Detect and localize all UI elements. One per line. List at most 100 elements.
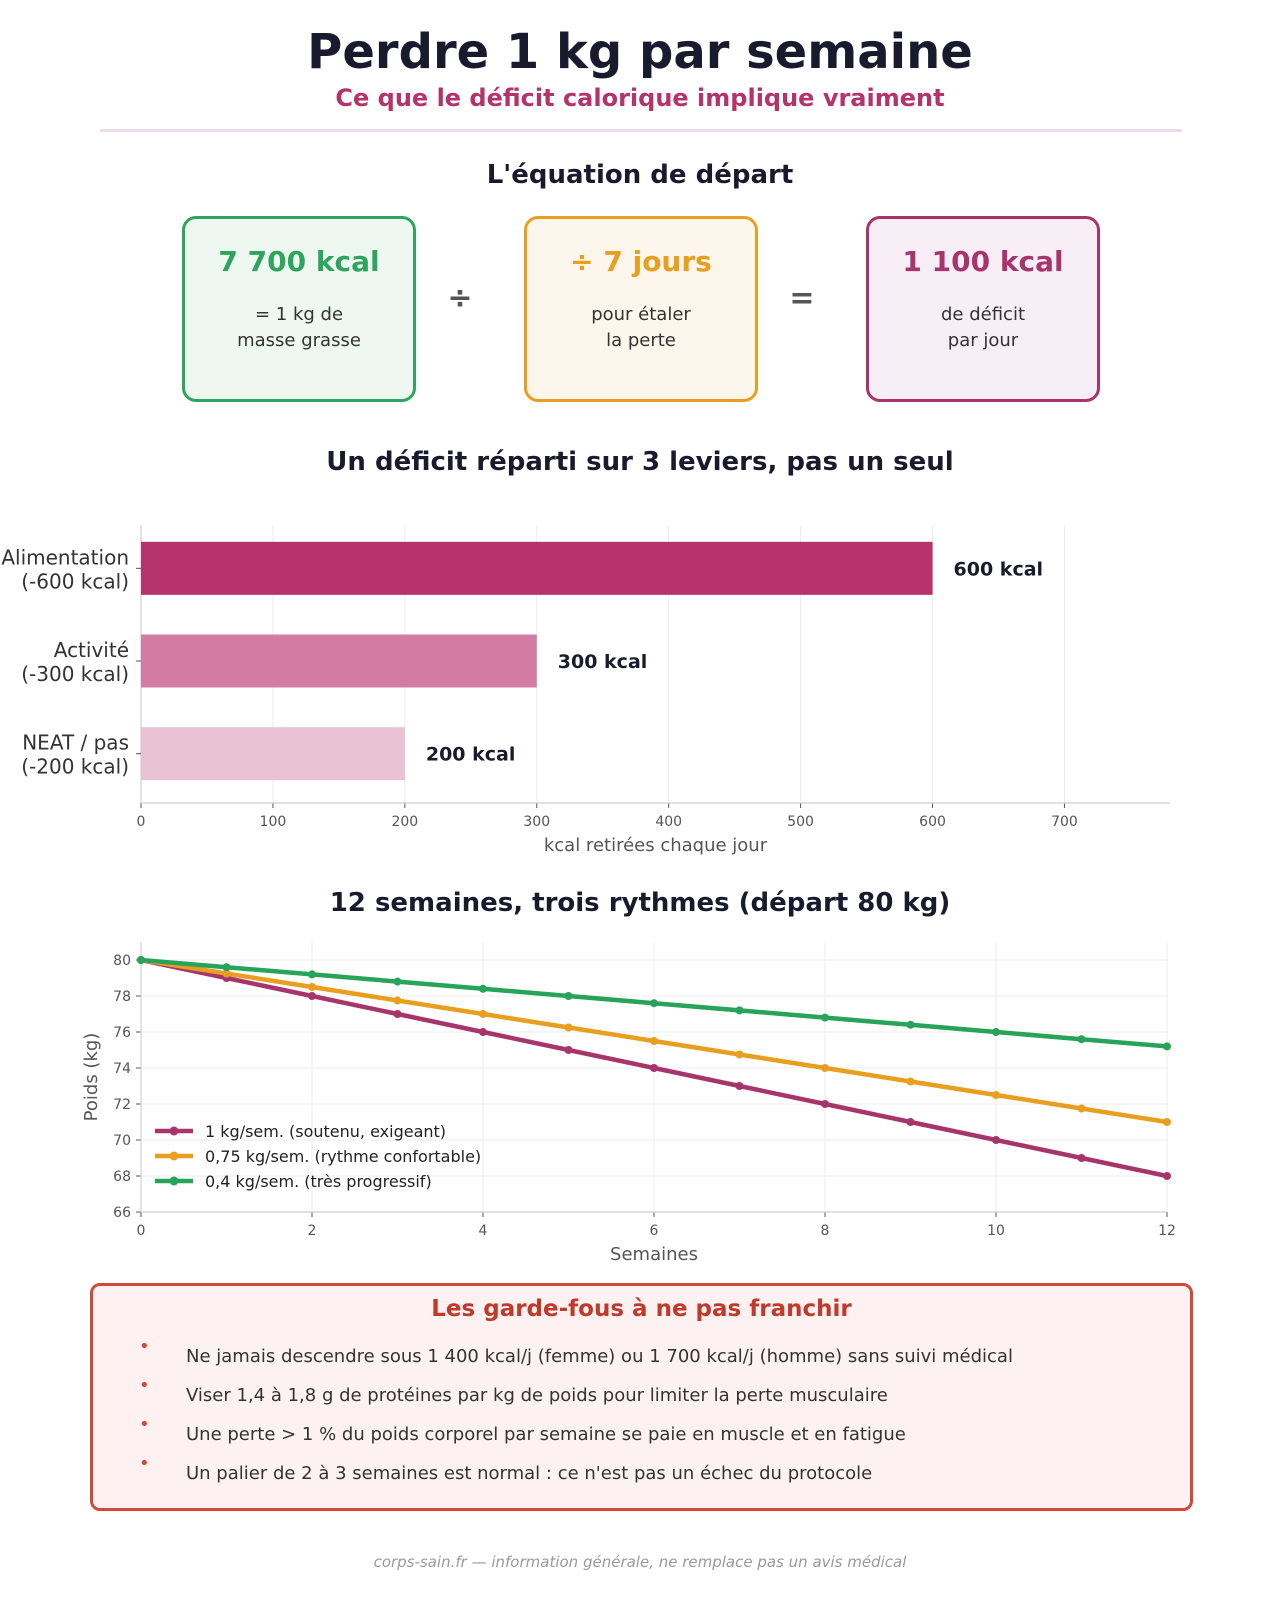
- bullet-icon: •: [139, 1414, 150, 1435]
- y-tick-label-line: Activité: [54, 638, 129, 662]
- data-point: [308, 983, 316, 991]
- equation-box-days: ÷ 7 jours pour étaler la perte: [524, 216, 758, 402]
- bar-data-label: 600 kcal: [954, 558, 1044, 580]
- x-tick-label: 4: [479, 1223, 488, 1239]
- data-point: [308, 992, 316, 1000]
- bullet-icon: •: [139, 1336, 150, 1357]
- y-tick-label-line: (-200 kcal): [21, 755, 129, 779]
- data-point: [821, 1100, 829, 1108]
- warning-text: Viser 1,4 à 1,8 g de protéines par kg de…: [186, 1385, 888, 1406]
- data-point: [479, 1028, 487, 1036]
- x-tick-label: 700: [1051, 814, 1078, 830]
- x-tick-label: 100: [260, 814, 287, 830]
- y-tick-label-line: Alimentation: [1, 545, 129, 569]
- warning-text: Un palier de 2 à 3 semaines est normal :…: [186, 1463, 873, 1484]
- line-chart-title: 12 semaines, trois rythmes (départ 80 kg…: [329, 888, 951, 918]
- data-point: [137, 956, 145, 964]
- equation-box-description: de déficit par jour: [940, 304, 1025, 351]
- legend-marker: [169, 1151, 179, 1161]
- x-tick-label: 400: [655, 814, 682, 830]
- x-tick-label: 2: [308, 1223, 317, 1239]
- equation-title: L'équation de départ: [486, 160, 794, 190]
- equation-box-result: 1 100 kcal de déficit par jour: [866, 216, 1100, 402]
- data-point: [222, 963, 231, 972]
- data-point: [650, 1037, 658, 1045]
- equation-box-value: 1 100 kcal: [902, 245, 1064, 278]
- data-point: [1163, 1042, 1171, 1051]
- y-tick-label-line: NEAT / pas: [22, 731, 129, 755]
- data-point: [1163, 1172, 1171, 1180]
- page-subtitle: Ce que le déficit calorique implique vra…: [335, 84, 945, 112]
- data-point: [564, 992, 573, 1000]
- data-point: [992, 1028, 1000, 1036]
- data-point: [479, 984, 487, 993]
- x-axis-label: Semaines: [610, 1244, 698, 1265]
- x-tick-label: 8: [821, 1223, 830, 1239]
- equation-box-energy: 7 700 kcal = 1 kg de masse grasse: [182, 216, 416, 402]
- equals-operator: =: [789, 281, 815, 316]
- y-axis-label: Poids (kg): [81, 1033, 102, 1122]
- data-point: [564, 1046, 573, 1054]
- x-tick-label: 0: [137, 1223, 146, 1239]
- equation-box-description: = 1 kg de masse grasse: [237, 304, 361, 351]
- bar: [141, 727, 405, 781]
- x-tick-label: 0: [137, 814, 146, 830]
- legend-label: 0,75 kg/sem. (rythme confortable): [205, 1147, 481, 1166]
- data-point: [1077, 1104, 1086, 1113]
- y-tick-label: 78: [113, 989, 131, 1005]
- data-point: [906, 1118, 915, 1126]
- x-tick-label: 200: [391, 814, 418, 830]
- y-tick-label: NEAT / pas (-200 kcal): [21, 731, 129, 779]
- warnings-panel: Les garde-fous à ne pas franchir • Ne jam…: [90, 1283, 1193, 1511]
- data-point: [308, 970, 316, 979]
- legend-label: 1 kg/sem. (soutenu, exigeant): [205, 1122, 446, 1141]
- data-point: [393, 977, 402, 986]
- title-divider: [100, 129, 1182, 132]
- x-tick-label: 10: [987, 1223, 1005, 1239]
- y-tick-label: 72: [113, 1097, 131, 1113]
- data-point: [1077, 1154, 1086, 1162]
- y-tick-label: 80: [113, 953, 131, 969]
- bar-chart-title: Un déficit réparti sur 3 leviers, pas un…: [326, 447, 954, 477]
- list-item: • Une perte > 1 % du poids corporel par s…: [93, 1414, 1190, 1457]
- data-point: [735, 1082, 744, 1090]
- warning-text: Ne jamais descendre sous 1 400 kcal/j (f…: [186, 1346, 1013, 1367]
- bar-data-label: 200 kcal: [426, 744, 516, 766]
- data-point: [821, 1013, 829, 1022]
- data-point: [992, 1136, 1000, 1144]
- data-point: [735, 1050, 744, 1059]
- data-point: [735, 1006, 744, 1015]
- page-title: Perdre 1 kg par semaine: [307, 24, 973, 80]
- bar-chart: 0 100 200 300 400 500 600 700 kcal retirées chaq…: [1, 525, 1170, 856]
- y-tick-label: 76: [113, 1025, 131, 1041]
- data-point: [564, 1023, 573, 1032]
- bar-data-label: 300 kcal: [558, 651, 648, 673]
- equation-box-value: 7 700 kcal: [218, 245, 380, 278]
- data-point: [222, 969, 231, 978]
- x-tick-label: 6: [650, 1223, 659, 1239]
- warnings-list: • Ne jamais descendre sous 1 400 kcal/j (…: [93, 1336, 1190, 1496]
- bar: [141, 634, 537, 688]
- data-point: [992, 1091, 1000, 1099]
- y-tick-label: 70: [113, 1133, 131, 1149]
- bullet-icon: •: [139, 1453, 150, 1474]
- x-axis-label: kcal retirées chaque jour: [544, 835, 768, 856]
- legend-label: 0,4 kg/sem. (très progressif): [205, 1172, 432, 1191]
- data-point: [906, 1020, 915, 1029]
- data-point: [906, 1077, 915, 1086]
- data-point: [1077, 1035, 1086, 1044]
- x-tick-label: 12: [1158, 1223, 1176, 1239]
- warnings-title: Les garde-fous à ne pas franchir: [431, 1296, 852, 1322]
- list-item: • Viser 1,4 à 1,8 g de protéines par kg d…: [93, 1375, 1190, 1418]
- legend-marker: [169, 1126, 179, 1136]
- equation-box-value: ÷ 7 jours: [570, 245, 712, 278]
- warning-text: Une perte > 1 % du poids corporel par se…: [186, 1424, 906, 1445]
- y-tick-label: 74: [113, 1061, 131, 1077]
- data-point: [650, 1064, 658, 1072]
- x-tick-label: 300: [523, 814, 550, 830]
- legend-marker: [169, 1176, 179, 1186]
- y-tick-label: 68: [113, 1169, 131, 1185]
- list-item: • Ne jamais descendre sous 1 400 kcal/j (…: [93, 1336, 1190, 1379]
- list-item: • Un palier de 2 à 3 semaines est normal …: [93, 1453, 1190, 1496]
